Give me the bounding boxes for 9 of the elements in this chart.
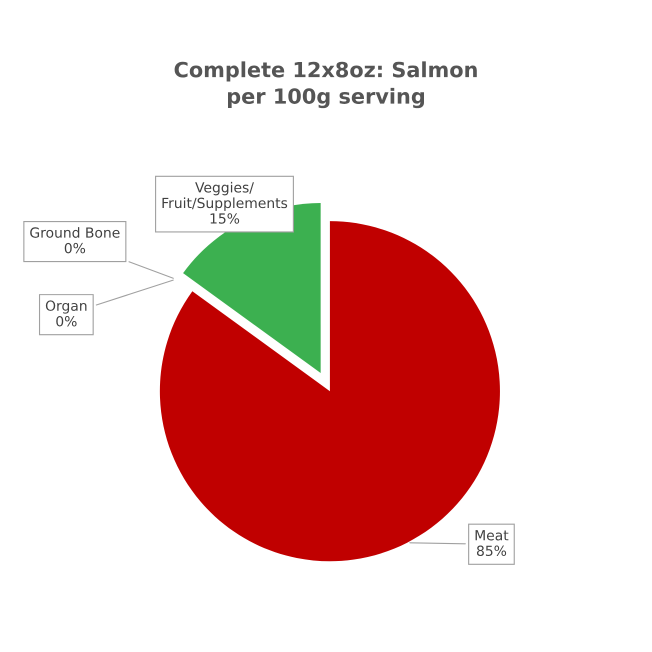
- data-label: 15%: [210, 213, 240, 224]
- slice-label: Meat: [476, 530, 508, 540]
- category-label: Organ: [46, 300, 86, 314]
- text: 0%: [56, 316, 77, 326]
- slice-label: Veggies/ Fruit/Supplements: [162, 182, 288, 211]
- category-label: Ground Bone: [30, 227, 120, 238]
- chart-title: Complete 12x8oz: Salmon per 100g serving: [174, 61, 477, 108]
- text: 0%: [64, 242, 86, 254]
- data-label: 85%: [476, 546, 506, 556]
